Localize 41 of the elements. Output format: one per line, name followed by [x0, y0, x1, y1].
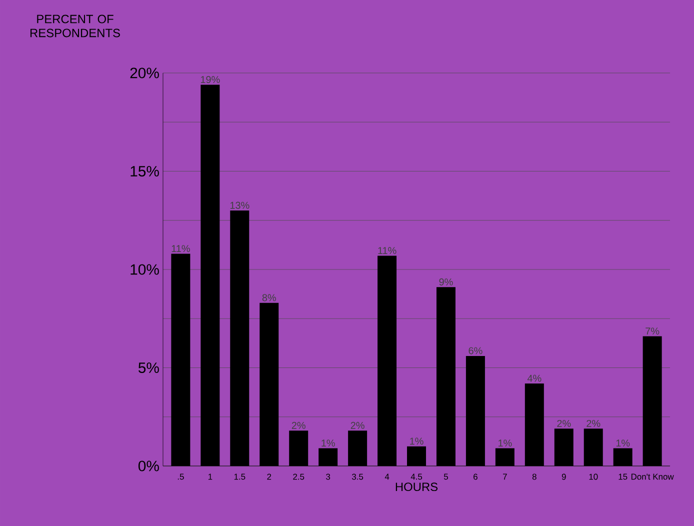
x-tick-label: 6	[474, 474, 478, 480]
data-label: 8%	[262, 294, 276, 302]
data-label: 1%	[498, 440, 512, 447]
y-axis-title: PERCENT OF RESPONDENTS	[30, 14, 120, 38]
x-tick-label: 2	[267, 474, 272, 480]
x-tick-label: 3	[326, 474, 330, 480]
x-tick-label: 4.5	[410, 474, 422, 480]
x-tick-label: 1	[208, 474, 212, 480]
data-label: 1%	[616, 440, 630, 447]
x-tick-label: 2.5	[293, 474, 304, 480]
x-axis-title: HOURS	[396, 482, 438, 492]
data-label: 19%	[200, 76, 220, 84]
y-tick-label: 0%	[138, 460, 159, 472]
data-label: 9%	[439, 278, 453, 286]
x-tick-label: Don't Know	[631, 474, 674, 480]
y-tick-label: 20%	[130, 68, 159, 78]
x-tick-label: 3.5	[352, 474, 364, 480]
x-tick-label: .5	[178, 474, 184, 480]
x-tick-label: 10	[589, 474, 598, 480]
data-label: 1%	[410, 438, 424, 445]
data-label: 2%	[350, 422, 364, 429]
x-tick-label: 7	[503, 474, 507, 480]
data-label: 2%	[586, 420, 600, 427]
data-label: 11%	[172, 245, 190, 252]
x-tick-label: 9	[562, 474, 566, 480]
data-label: 7%	[646, 328, 660, 335]
x-tick-label: 15	[618, 474, 628, 480]
x-tick-label: 5	[444, 474, 448, 480]
y-tick-label: 15%	[130, 166, 159, 176]
x-tick-label: 8	[532, 474, 536, 480]
data-label: 2%	[557, 420, 571, 427]
data-label: 2%	[292, 422, 306, 429]
y-tick-label: 5%	[138, 362, 159, 373]
data-label: 6%	[468, 347, 482, 354]
data-label: 13%	[230, 202, 250, 209]
data-label: 11%	[378, 247, 396, 254]
x-tick-label: 1.5	[234, 474, 246, 480]
x-tick-label: 4	[384, 474, 390, 480]
y-tick-label: 10%	[130, 264, 159, 275]
data-label: 1%	[322, 440, 335, 447]
data-label: 4%	[527, 374, 542, 382]
